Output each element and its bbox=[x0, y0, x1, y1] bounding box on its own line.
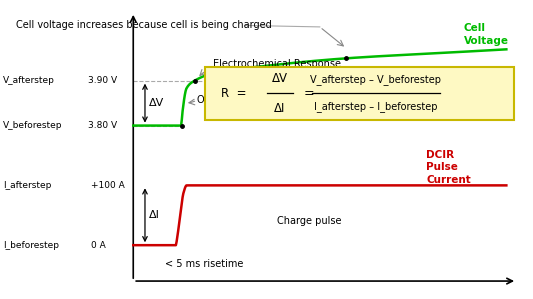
Text: 3.90 V: 3.90 V bbox=[88, 76, 117, 85]
Text: Electrochemical Response: Electrochemical Response bbox=[213, 59, 341, 69]
Text: Charge pulse: Charge pulse bbox=[277, 216, 342, 226]
Text: DCIR
Pulse
Current: DCIR Pulse Current bbox=[426, 150, 471, 185]
Text: 0 A: 0 A bbox=[91, 241, 106, 250]
Text: V_afterstep: V_afterstep bbox=[3, 76, 54, 85]
Text: 3.80 V: 3.80 V bbox=[88, 121, 117, 130]
Text: Cell voltage increases because cell is being charged: Cell voltage increases because cell is b… bbox=[16, 20, 272, 30]
Text: ΔI: ΔI bbox=[274, 101, 286, 115]
Text: ΔV: ΔV bbox=[149, 98, 165, 108]
Text: +100 A: +100 A bbox=[91, 181, 124, 190]
Text: Ohmic Response: Ohmic Response bbox=[197, 95, 279, 105]
Text: Cell
Voltage: Cell Voltage bbox=[464, 23, 508, 45]
Text: I_beforestep: I_beforestep bbox=[3, 241, 59, 250]
Text: =: = bbox=[304, 87, 314, 100]
Text: < 5 ms risetime: < 5 ms risetime bbox=[165, 259, 244, 269]
Text: V_afterstep – V_beforestep: V_afterstep – V_beforestep bbox=[310, 74, 441, 86]
Text: V_beforestep: V_beforestep bbox=[3, 121, 62, 130]
Text: ΔI: ΔI bbox=[149, 210, 160, 220]
Text: ΔV: ΔV bbox=[272, 72, 288, 86]
FancyBboxPatch shape bbox=[205, 67, 514, 120]
Text: I_afterstep: I_afterstep bbox=[3, 181, 51, 190]
Text: I_afterstep – I_beforestep: I_afterstep – I_beforestep bbox=[314, 101, 438, 112]
Text: R  =: R = bbox=[221, 87, 247, 100]
